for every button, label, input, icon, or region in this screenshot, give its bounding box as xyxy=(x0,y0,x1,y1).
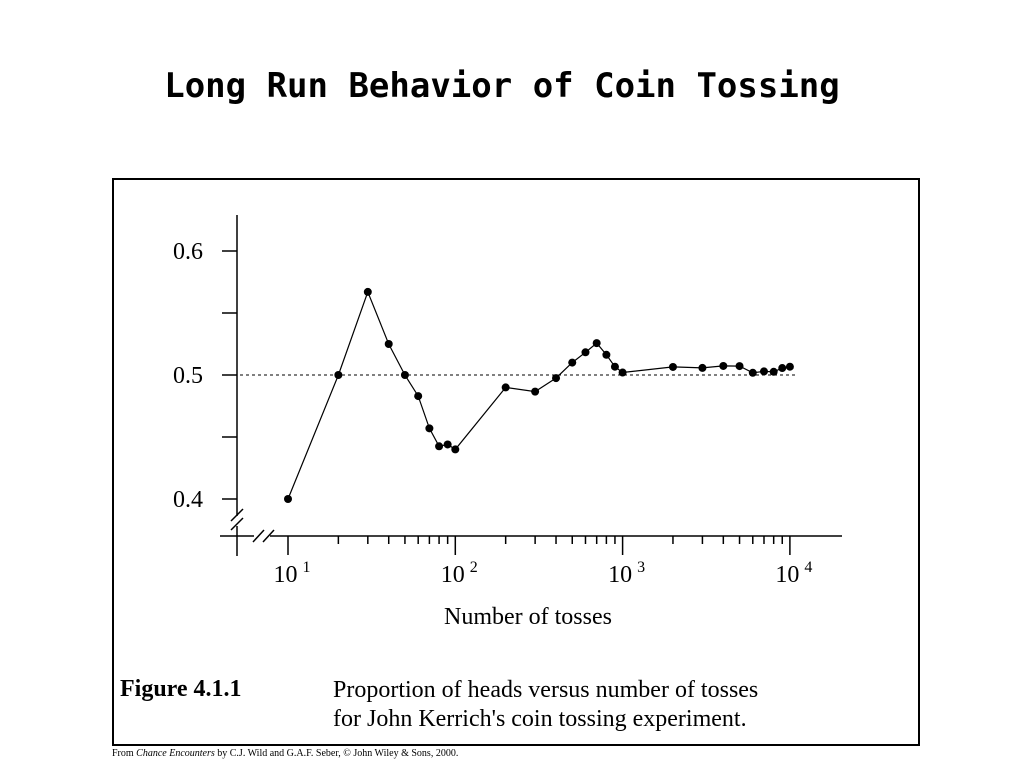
data-point xyxy=(618,368,627,377)
data-point xyxy=(531,387,540,396)
data-point xyxy=(443,440,452,449)
data-point xyxy=(759,367,768,376)
y-tick-label: 0.6 xyxy=(173,239,203,265)
data-point xyxy=(552,374,561,383)
x-tick-label-base: 10 xyxy=(608,562,632,588)
data-point xyxy=(425,424,434,433)
data-point xyxy=(610,362,619,371)
data-point xyxy=(602,350,611,359)
data-point xyxy=(581,348,590,357)
series-line xyxy=(287,290,791,500)
data-point xyxy=(451,445,460,454)
source-prefix: From xyxy=(112,748,137,759)
figure-label: Figure 4.1.1 xyxy=(120,676,242,702)
x-axis-break-mark xyxy=(252,529,265,543)
data-point xyxy=(592,339,601,348)
data-point xyxy=(698,363,707,372)
x-tick-label-exponent: 1 xyxy=(303,559,311,576)
data-point xyxy=(384,340,393,348)
source-note: From Chance Encounters by C.J. Wild and … xyxy=(112,748,458,759)
series-group xyxy=(284,287,794,503)
data-point xyxy=(735,362,744,371)
x-tick-label-exponent: 2 xyxy=(470,559,478,576)
figure-frame xyxy=(112,178,920,746)
y-tick-label: 0.4 xyxy=(173,487,203,513)
figure-caption-line-2: for John Kerrich's coin tossing experime… xyxy=(333,706,747,732)
data-point xyxy=(778,364,787,373)
x-tick-label-exponent: 4 xyxy=(804,559,812,576)
x-tick-label-base: 10 xyxy=(775,562,799,588)
x-axis-break-mark xyxy=(262,529,275,543)
data-point xyxy=(769,367,778,376)
figure-caption-line-1: Proportion of heads versus number of tos… xyxy=(333,677,759,703)
data-point xyxy=(668,362,677,371)
data-point xyxy=(334,371,343,379)
data-point xyxy=(363,287,372,296)
x-tick-label: 10 4 xyxy=(775,559,812,588)
y-axis-break-mark xyxy=(230,508,244,522)
slide-title: Long Run Behavior of Coin Tossing xyxy=(164,66,840,106)
x-tick-label: 10 3 xyxy=(608,559,645,588)
data-point xyxy=(435,442,444,451)
x-tick-label-base: 10 xyxy=(274,562,298,588)
x-tick-label: 10 1 xyxy=(274,559,311,588)
data-point xyxy=(414,392,423,401)
data-point xyxy=(785,362,794,371)
figure-caption: Proportion of heads versus number of tos… xyxy=(333,676,893,734)
data-point xyxy=(568,358,577,367)
data-point xyxy=(501,383,510,392)
labels-group: 0.4 0.5 0.6 10 1 10 2 10 3 10 4 Number of tosses xyxy=(173,239,812,630)
y-tick-label: 0.5 xyxy=(173,363,203,389)
axes xyxy=(220,215,842,556)
source-book-title: Chance Encounters xyxy=(136,748,215,759)
x-tick-label-exponent: 3 xyxy=(637,559,645,576)
data-point xyxy=(748,368,757,377)
y-axis-break-mark xyxy=(230,517,244,531)
x-tick-label-base: 10 xyxy=(441,562,465,588)
data-point xyxy=(284,495,292,503)
data-point xyxy=(719,361,728,370)
x-axis-label: Number of tosses xyxy=(444,604,612,630)
data-point xyxy=(400,371,409,379)
source-suffix: by C.J. Wild and G.A.F. Seber, © John Wi… xyxy=(214,748,459,759)
x-tick-label: 10 2 xyxy=(441,559,478,588)
